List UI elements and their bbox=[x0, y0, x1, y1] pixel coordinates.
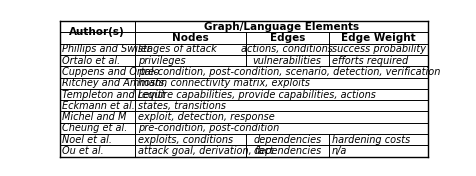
Text: hosts, connectivity matrix, exploits: hosts, connectivity matrix, exploits bbox=[138, 78, 310, 88]
Text: pre-condition, post-condition, scenario, detection, verification: pre-condition, post-condition, scenario,… bbox=[138, 67, 440, 77]
Text: exploits, conditions: exploits, conditions bbox=[138, 135, 233, 145]
Text: actions, conditions: actions, conditions bbox=[241, 44, 333, 54]
Text: hardening costs: hardening costs bbox=[332, 135, 410, 145]
Text: exploit, detection, response: exploit, detection, response bbox=[138, 112, 275, 122]
Text: dependencies: dependencies bbox=[253, 146, 321, 156]
Text: Cuppens and Ortalo: Cuppens and Ortalo bbox=[62, 67, 160, 77]
Text: dependencies: dependencies bbox=[253, 135, 321, 145]
Text: stages of attack: stages of attack bbox=[138, 44, 217, 54]
Text: Ou et al.: Ou et al. bbox=[62, 146, 104, 156]
Text: require capabilities, provide capabilities, actions: require capabilities, provide capabiliti… bbox=[138, 90, 376, 99]
Text: Ritchey and Ammann: Ritchey and Ammann bbox=[62, 78, 168, 88]
Text: Graph/Language Elements: Graph/Language Elements bbox=[204, 22, 359, 32]
Text: attack goal, derivation, fact: attack goal, derivation, fact bbox=[138, 146, 274, 156]
Text: states, transitions: states, transitions bbox=[138, 101, 226, 111]
Text: efforts required: efforts required bbox=[332, 56, 408, 66]
Text: Eckmann et al.: Eckmann et al. bbox=[62, 101, 135, 111]
Text: Templeton and Levitt: Templeton and Levitt bbox=[62, 90, 166, 99]
Text: Phillips and Swiler: Phillips and Swiler bbox=[62, 44, 151, 54]
Text: success probability: success probability bbox=[332, 44, 426, 54]
Text: vulnerabilities: vulnerabilities bbox=[253, 56, 322, 66]
Text: Michel and M: Michel and M bbox=[62, 112, 127, 122]
Text: Nodes: Nodes bbox=[172, 33, 209, 43]
Text: Edge Weight: Edge Weight bbox=[341, 33, 416, 43]
Text: Edges: Edges bbox=[269, 33, 305, 43]
Text: Ortalo et al.: Ortalo et al. bbox=[62, 56, 121, 66]
Text: n/a: n/a bbox=[332, 146, 347, 156]
Text: Author(s): Author(s) bbox=[69, 27, 125, 37]
Text: pre-condition, post-condition: pre-condition, post-condition bbox=[138, 123, 279, 133]
Text: privileges: privileges bbox=[138, 56, 186, 66]
Text: Noel et al.: Noel et al. bbox=[62, 135, 112, 145]
Text: Cheung et al.: Cheung et al. bbox=[62, 123, 128, 133]
